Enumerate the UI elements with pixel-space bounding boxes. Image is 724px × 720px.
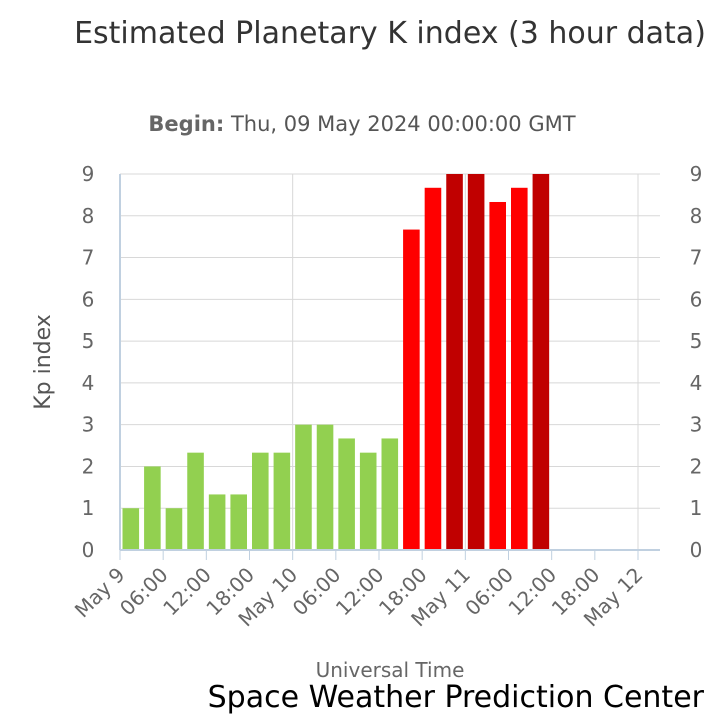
y-tick-label-right: 3 — [690, 413, 703, 437]
y-tick-label-right: 8 — [690, 204, 703, 228]
kp-bar — [467, 174, 485, 550]
credit-text: Space Weather Prediction Center — [207, 680, 704, 715]
y-tick-label-right: 0 — [690, 538, 703, 562]
y-tick-label-right: 7 — [690, 246, 703, 270]
y-tick-label-right: 9 — [690, 162, 703, 186]
x-tick-label: 06:00 — [115, 563, 173, 621]
y-tick-label: 9 — [82, 162, 95, 186]
kp-bar — [208, 494, 226, 550]
y-tick-label: 3 — [82, 413, 95, 437]
y-axis-label: Kp index — [31, 314, 56, 410]
bars — [122, 174, 550, 551]
x-tick-label: 12:00 — [158, 563, 216, 621]
y-tick-label: 5 — [82, 329, 95, 353]
y-tick-label: 0 — [82, 538, 95, 562]
y-tick-label: 6 — [82, 287, 95, 311]
y-tick-label: 1 — [82, 496, 95, 520]
kp-bar — [252, 452, 269, 550]
y-tick-label: 4 — [82, 371, 95, 395]
x-tick-label: 12:00 — [331, 563, 389, 621]
kp-bar — [489, 201, 506, 551]
kp-bar — [230, 494, 247, 550]
kp-bar — [338, 438, 355, 550]
kp-bar — [144, 466, 161, 550]
y-tick-label-right: 2 — [690, 454, 703, 478]
y-tick-label: 8 — [82, 204, 95, 228]
y-tick-label-right: 1 — [690, 496, 703, 520]
y-tick-labels-right: 0 1 2 3 4 5 6 7 8 9 — [690, 162, 703, 562]
y-tick-label-right: 5 — [690, 329, 703, 353]
axes — [119, 174, 660, 560]
x-tick-label: May 9 — [70, 563, 130, 623]
kp-bar — [187, 452, 204, 550]
kp-bar — [122, 508, 140, 550]
kp-bar — [295, 424, 312, 550]
kp-bar — [446, 174, 463, 550]
x-tick-label: 06:00 — [460, 563, 518, 621]
x-axis-label: Universal Time — [316, 658, 465, 682]
y-tick-label: 2 — [82, 454, 95, 478]
kp-bar — [165, 508, 183, 550]
y-tick-label: 7 — [82, 246, 95, 270]
kp-bar — [381, 438, 399, 550]
chart-subtitle: Begin: Thu, 09 May 2024 00:00:00 GMT — [0, 112, 724, 136]
kp-bar — [424, 187, 442, 550]
subtitle-value: Thu, 09 May 2024 00:00:00 GMT — [230, 112, 576, 136]
kp-bar — [511, 187, 528, 550]
kp-bar — [403, 229, 420, 550]
kp-bar — [532, 174, 550, 550]
y-tick-label-right: 4 — [690, 371, 703, 395]
chart-title: Estimated Planetary K index (3 hour data… — [74, 16, 706, 51]
y-tick-label-right: 6 — [690, 287, 703, 311]
y-tick-labels-left: 0 1 2 3 4 5 6 7 8 9 — [82, 162, 95, 562]
subtitle-label: Begin: — [148, 112, 225, 136]
kp-bar — [359, 452, 377, 550]
x-tick-label: 06:00 — [288, 563, 346, 621]
kp-bar — [273, 452, 291, 550]
x-tick-label: 12:00 — [503, 563, 561, 621]
kp-bar — [316, 424, 334, 550]
